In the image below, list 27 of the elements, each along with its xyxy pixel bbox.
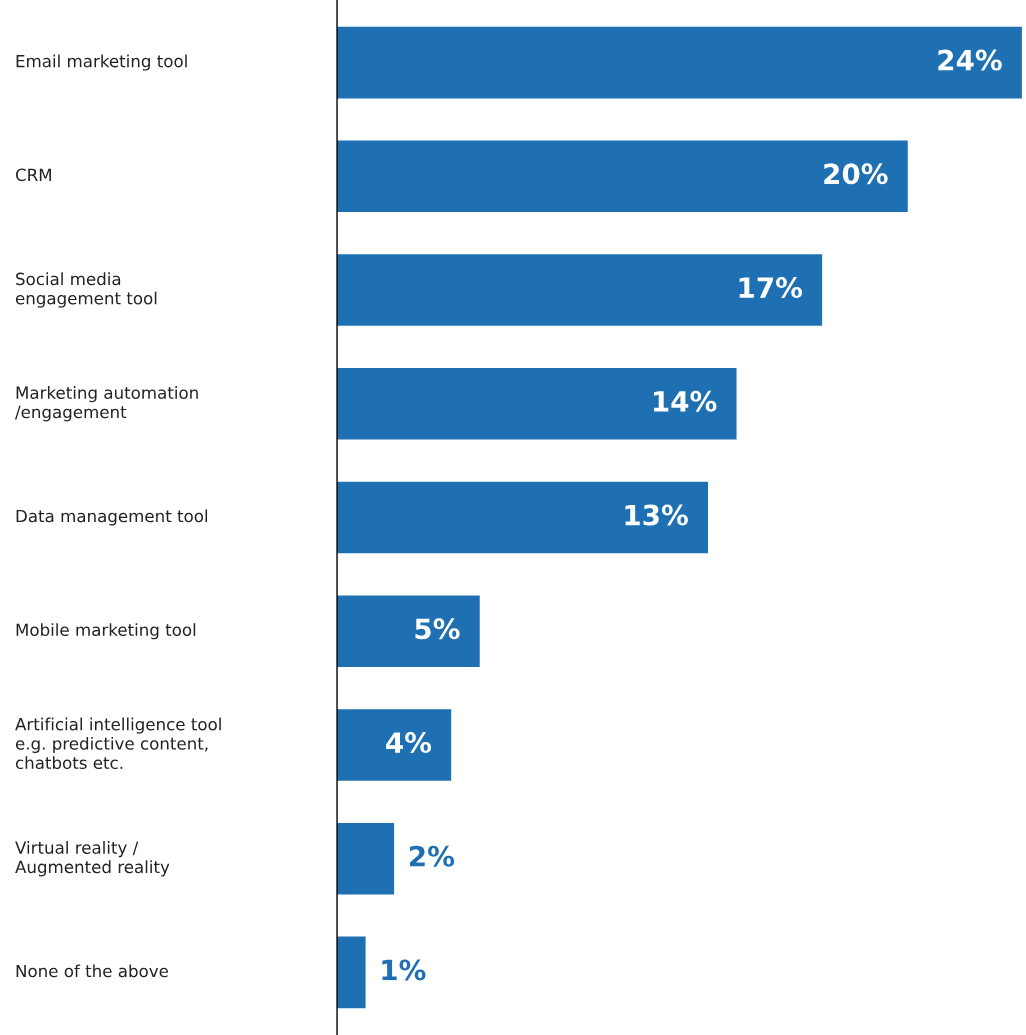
- y-tick-label: None of the above: [16, 964, 169, 978]
- y-tick-label: Virtual reality / Augmented reality: [15, 841, 170, 877]
- data-label: 1%: [382, 959, 426, 981]
- data-label: 24%: [938, 49, 1002, 71]
- bar: [337, 822, 395, 895]
- data-label: 5%: [415, 618, 460, 640]
- data-label: 2%: [410, 845, 455, 867]
- data-label: 4%: [386, 732, 432, 754]
- y-tick-label: Email marketing tool: [16, 54, 187, 71]
- y-tick-label: Marketing automation /engagement: [15, 386, 198, 422]
- y-tick-label: Data management tool: [16, 509, 208, 526]
- y-tick-label: CRM: [15, 168, 51, 182]
- y-tick-label: Social media engagement tool: [15, 272, 157, 308]
- bar: [337, 367, 737, 440]
- data-label: 20%: [824, 163, 888, 185]
- bar: [337, 140, 908, 213]
- y-tick-label: Artificial intelligence tool e.g. predictive content, chatbots etc.: [15, 717, 221, 770]
- data-label: 17%: [739, 277, 803, 299]
- bar: [337, 595, 480, 668]
- bar: [337, 254, 823, 326]
- data-label: 14%: [654, 390, 717, 412]
- bar: [337, 26, 1022, 99]
- bar: [337, 481, 708, 554]
- bar: [337, 936, 366, 1009]
- bar: [337, 709, 452, 781]
- y-tick-label: Mobile marketing tool: [16, 623, 196, 640]
- data-label: 13%: [625, 504, 688, 526]
